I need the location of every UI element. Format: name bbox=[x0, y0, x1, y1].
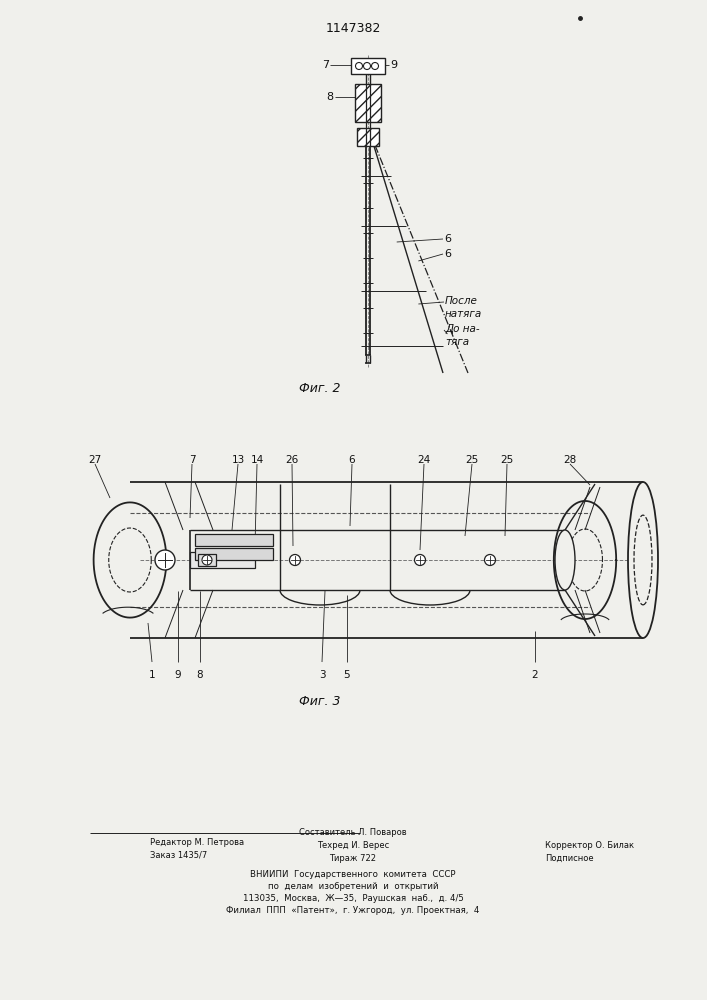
Text: 13: 13 bbox=[231, 455, 245, 465]
Text: Подписное: Подписное bbox=[545, 854, 594, 863]
Bar bbox=[195, 534, 273, 546]
Text: 2: 2 bbox=[532, 670, 538, 680]
Text: 1147382: 1147382 bbox=[325, 22, 380, 35]
Circle shape bbox=[371, 62, 378, 70]
Text: Филиал  ППП  «Патент»,  г. Ужгород,  ул. Проектная,  4: Филиал ППП «Патент», г. Ужгород, ул. Про… bbox=[226, 906, 479, 915]
Circle shape bbox=[202, 555, 212, 565]
Text: 7: 7 bbox=[189, 455, 195, 465]
Bar bbox=[355, 84, 381, 122]
Circle shape bbox=[363, 62, 370, 70]
Text: Заказ 1435/7: Заказ 1435/7 bbox=[150, 851, 207, 860]
Bar bbox=[351, 58, 385, 74]
Text: тяга: тяга bbox=[445, 337, 469, 347]
Text: Фиг. 3: Фиг. 3 bbox=[299, 695, 341, 708]
Text: Корректор О. Билак: Корректор О. Билак bbox=[545, 841, 634, 850]
Text: ВНИИПИ  Государственного  комитета  СССР: ВНИИПИ Государственного комитета СССР bbox=[250, 870, 456, 879]
Text: 26: 26 bbox=[286, 455, 298, 465]
Text: 24: 24 bbox=[417, 455, 431, 465]
Text: 8: 8 bbox=[326, 92, 333, 102]
Text: 9: 9 bbox=[175, 670, 181, 680]
Text: Редактор М. Петрова: Редактор М. Петрова bbox=[150, 838, 244, 847]
Text: 1: 1 bbox=[148, 670, 156, 680]
Text: 113035,  Москва,  Ж—35,  Раушская  наб.,  д. 4/5: 113035, Москва, Ж—35, Раушская наб., д. … bbox=[243, 894, 463, 903]
Ellipse shape bbox=[555, 530, 575, 590]
Text: 6: 6 bbox=[444, 234, 451, 244]
Text: Составитель Л. Поваров: Составитель Л. Поваров bbox=[299, 828, 407, 837]
Text: 6: 6 bbox=[349, 455, 356, 465]
Text: 6: 6 bbox=[444, 249, 451, 259]
Ellipse shape bbox=[634, 515, 652, 605]
Text: 5: 5 bbox=[344, 670, 350, 680]
Circle shape bbox=[289, 554, 300, 566]
Circle shape bbox=[155, 550, 175, 570]
Text: 28: 28 bbox=[563, 455, 577, 465]
Bar bbox=[357, 128, 379, 146]
Text: Фиг. 2: Фиг. 2 bbox=[299, 382, 341, 395]
Text: 7: 7 bbox=[322, 60, 329, 70]
Text: Техред И. Верес: Техред И. Верес bbox=[317, 841, 389, 850]
Circle shape bbox=[356, 62, 363, 70]
Text: 9: 9 bbox=[390, 60, 397, 70]
Circle shape bbox=[414, 554, 426, 566]
Text: 14: 14 bbox=[250, 455, 264, 465]
Text: 27: 27 bbox=[88, 455, 102, 465]
Text: 25: 25 bbox=[465, 455, 479, 465]
Text: натяга: натяга bbox=[445, 309, 482, 319]
Bar bbox=[195, 548, 273, 560]
Bar bbox=[190, 552, 255, 568]
Text: 25: 25 bbox=[501, 455, 513, 465]
Text: 8: 8 bbox=[197, 670, 204, 680]
Text: 3: 3 bbox=[319, 670, 325, 680]
Text: До на-: До на- bbox=[445, 324, 479, 334]
Text: После: После bbox=[445, 296, 478, 306]
Bar bbox=[198, 554, 216, 566]
Text: Тираж 722: Тираж 722 bbox=[329, 854, 377, 863]
Ellipse shape bbox=[628, 482, 658, 638]
Text: по  делам  изобретений  и  открытий: по делам изобретений и открытий bbox=[268, 882, 438, 891]
Circle shape bbox=[484, 554, 496, 566]
